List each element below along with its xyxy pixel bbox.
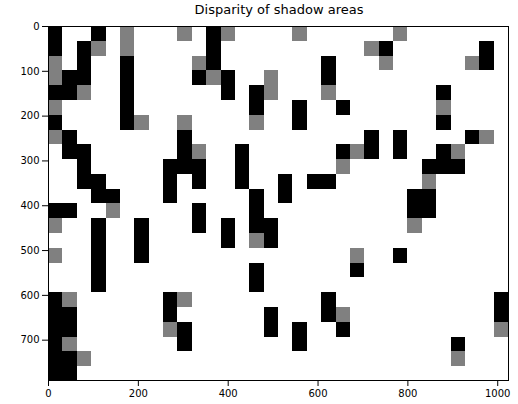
svg-text:0: 0 bbox=[45, 388, 51, 399]
svg-text:600: 600 bbox=[20, 290, 39, 301]
svg-text:300: 300 bbox=[20, 155, 39, 166]
svg-text:500: 500 bbox=[20, 245, 39, 256]
html-text:Disparity of shadow areas: Disparity of shadow areas bbox=[194, 2, 364, 17]
svg-text:600: 600 bbox=[308, 388, 327, 399]
svg-text:400: 400 bbox=[20, 200, 39, 211]
svg-text:400: 400 bbox=[219, 388, 238, 399]
svg-text:0: 0 bbox=[33, 21, 39, 32]
svg-text:200: 200 bbox=[20, 110, 39, 121]
svg-text:1000: 1000 bbox=[485, 388, 510, 399]
svg-text:100: 100 bbox=[20, 66, 39, 77]
svg-text:800: 800 bbox=[398, 388, 417, 399]
svg-text:200: 200 bbox=[129, 388, 148, 399]
svg-text:700: 700 bbox=[20, 334, 39, 345]
